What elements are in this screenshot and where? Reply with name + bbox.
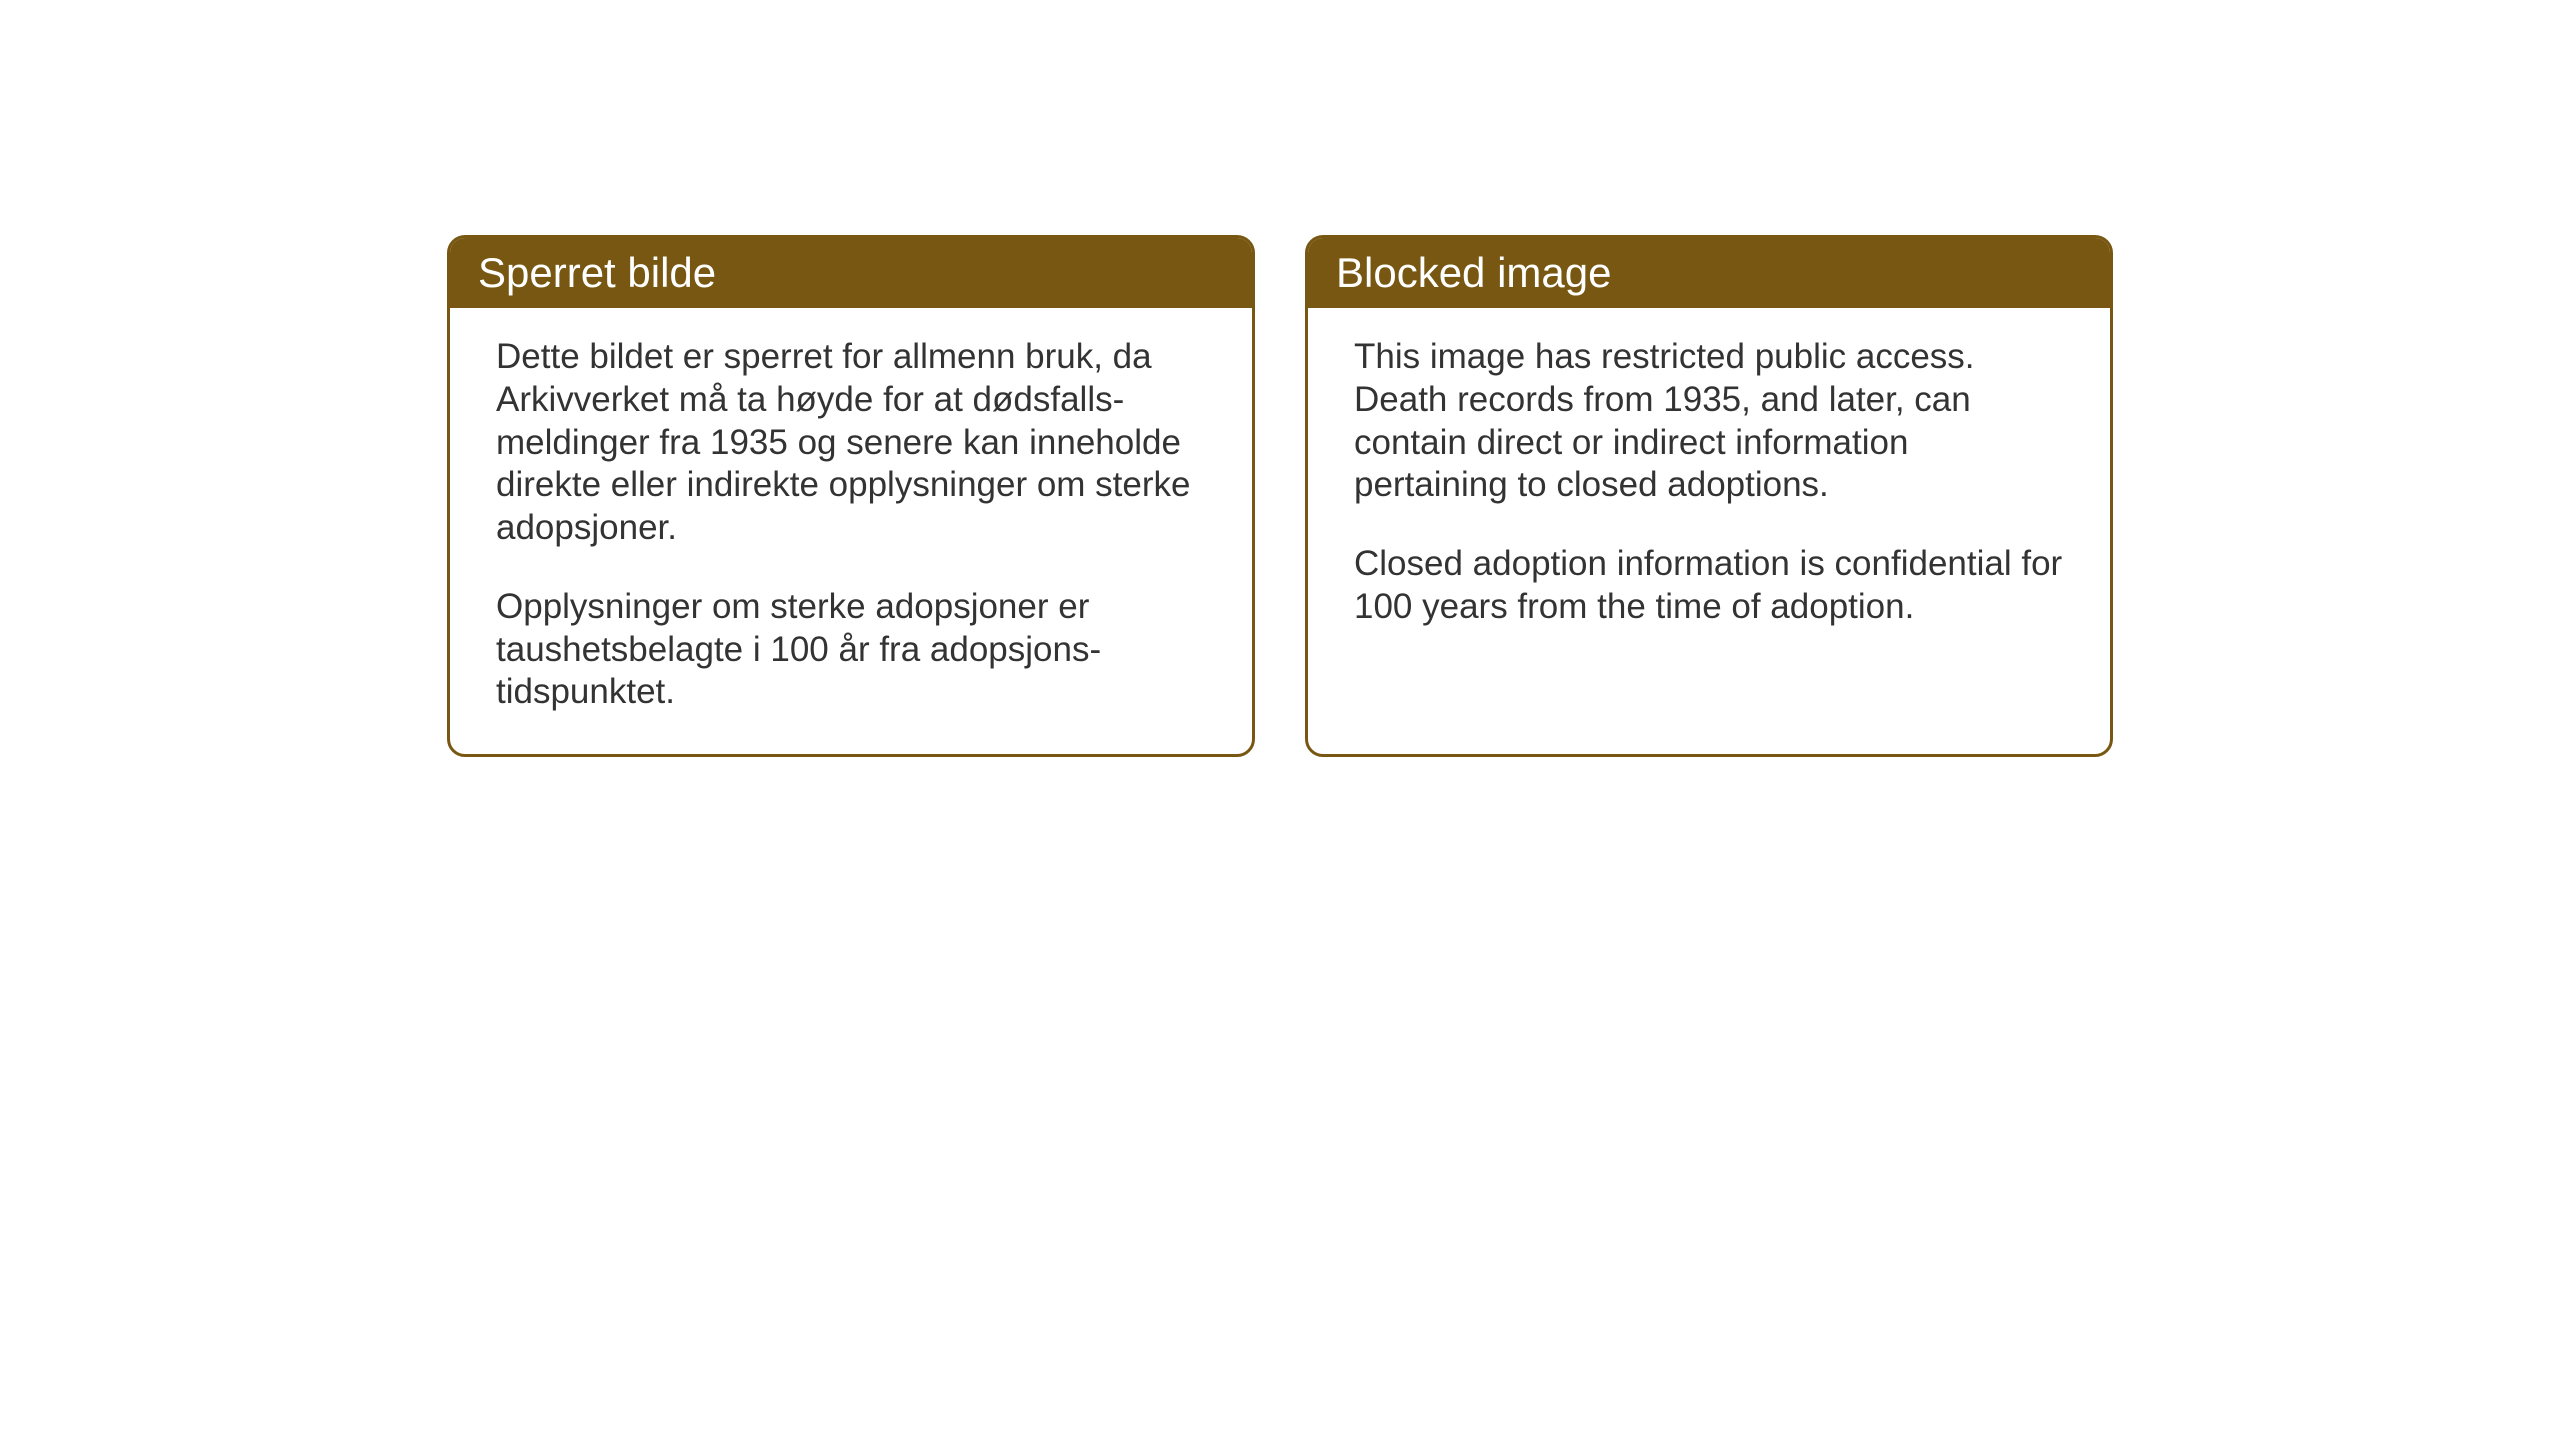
notice-container: Sperret bilde Dette bildet er sperret fo… [447,235,2113,757]
card-header-english: Blocked image [1308,238,2110,308]
card-body-english: This image has restricted public access.… [1308,308,2110,668]
card-header-norwegian: Sperret bilde [450,238,1252,308]
notice-card-english: Blocked image This image has restricted … [1305,235,2113,757]
card-paragraph: This image has restricted public access.… [1354,336,2068,507]
card-paragraph: Opplysninger om sterke adopsjoner er tau… [496,586,1210,714]
notice-card-norwegian: Sperret bilde Dette bildet er sperret fo… [447,235,1255,757]
card-paragraph: Closed adoption information is confident… [1354,543,2068,628]
card-body-norwegian: Dette bildet er sperret for allmenn bruk… [450,308,1252,754]
card-paragraph: Dette bildet er sperret for allmenn bruk… [496,336,1210,549]
